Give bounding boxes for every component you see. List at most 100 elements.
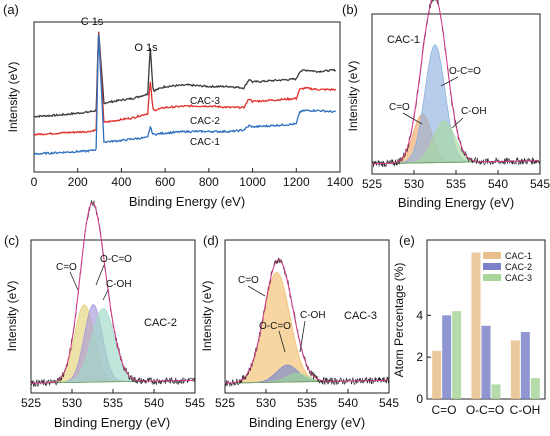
bar-cac-2-0 xyxy=(442,315,452,399)
panel-d-x-tick-label-1: 530 xyxy=(256,396,276,410)
panel-b-label: (b) xyxy=(342,2,358,17)
survey-line-cac-3 xyxy=(33,31,336,119)
panel-b-ylabel: Intensity (eV) xyxy=(346,61,360,132)
panel-c-arrow-oco xyxy=(95,264,105,286)
panel-c-x-tick-label-3: 540 xyxy=(144,396,164,410)
label-cac1-a: CAC-1 xyxy=(190,137,220,148)
bar-cac-1-1 xyxy=(471,252,481,399)
panel-e-bars xyxy=(432,252,540,399)
panel-c-xlabel: Binding Energy (eV) xyxy=(54,415,170,430)
panel-a-x-tick-label-3: 600 xyxy=(155,175,175,189)
survey-line-cac-2 xyxy=(33,32,337,137)
panel-d: 525 530 535 540 545 (d) Binding Energy (eV) … xyxy=(200,233,399,430)
legend-label-cac-3: CAC-3 xyxy=(505,273,532,283)
panel-b-x-tick-label-4: 545 xyxy=(530,177,550,191)
panel-c-envelope xyxy=(31,202,195,384)
bar-cac-2-1 xyxy=(481,325,491,399)
panel-b-peak-co-label: C=O xyxy=(389,102,410,113)
panel-c-ylabel: Intensity (eV) xyxy=(5,281,19,352)
panel-a: 0 200 400 600 800 1000 1200 1400 (a) Binding En… xyxy=(3,2,354,209)
panel-b-x-tick-label-1: 530 xyxy=(404,177,424,191)
panel-b-arrow-coh xyxy=(451,117,464,129)
panel-b-arrow-co xyxy=(402,112,423,125)
panel-c-peak-oco-label: O-C=O xyxy=(100,254,132,265)
panel-e-y-axis: 0 2 4 xyxy=(416,308,431,406)
panel-b-envelope xyxy=(372,0,540,165)
panel-a-x-tick-label-1: 200 xyxy=(68,175,88,189)
panel-d-arrow-co xyxy=(247,285,266,297)
panel-b-peak-coh-label: C-OH xyxy=(461,106,487,117)
panel-b-arrow-oco xyxy=(440,76,459,87)
panel-d-peak-coh-label: C-OH xyxy=(300,310,326,321)
bar-cac-1-0 xyxy=(432,350,442,399)
panel-d-arrow-coh xyxy=(299,320,306,353)
survey-line-cac-1 xyxy=(33,34,337,156)
panel-a-x-tick-label-7: 1400 xyxy=(327,175,354,189)
panel-d-peaks xyxy=(224,257,390,387)
panel-c-arrow-co xyxy=(69,271,79,291)
panel-b-x-ticks: 525 530 535 540 545 xyxy=(362,170,550,191)
bar-cac-3-0 xyxy=(452,311,462,399)
panel-b-sample-label: CAC-1 xyxy=(387,34,420,46)
panel-d-peak-oco-label: O-C=O xyxy=(259,321,291,332)
panel-e-y-tick-label-1: 2 xyxy=(416,350,423,364)
panel-c-peaks xyxy=(30,199,196,387)
panel-d-x-tick-label-4: 545 xyxy=(379,396,399,410)
o1s-annotation: O 1s xyxy=(134,42,158,54)
bar-cac-1-2 xyxy=(510,340,520,399)
panel-a-ylabel: Intensity (eV) xyxy=(6,62,20,133)
panel-d-x-ticks: 525 530 535 540 545 xyxy=(215,389,399,410)
panel-b: 525 530 535 540 545 (b) Binding Energy (eV) … xyxy=(342,0,550,210)
panel-a-x-tick-label-0: 0 xyxy=(31,175,38,189)
panel-d-x-tick-label-3: 540 xyxy=(338,396,358,410)
panel-d-arrow-oco xyxy=(278,330,286,353)
panel-a-xlabel: Binding Energy (eV) xyxy=(129,194,245,209)
panel-d-sample-label: CAC-3 xyxy=(344,310,377,322)
panel-c-x-tick-label-2: 535 xyxy=(103,396,123,410)
panel-c-x-tick-label-0: 525 xyxy=(21,396,41,410)
panel-a-lines xyxy=(33,31,337,156)
panel-e-category-oco: O-C=O xyxy=(466,403,504,417)
panel-c-arrow-coh xyxy=(102,289,109,301)
c1s-annotation: C 1s xyxy=(81,16,104,28)
panel-c-peak-coh-label: C-OH xyxy=(106,279,132,290)
bar-cac-3-1 xyxy=(491,384,501,399)
panel-c-label: (c) xyxy=(4,233,19,248)
panel-d-xlabel: Binding Energy (eV) xyxy=(249,415,365,430)
legend-swatch-cac-2 xyxy=(483,263,501,270)
panel-d-label: (d) xyxy=(203,233,219,248)
panel-c-x-tick-label-1: 530 xyxy=(62,396,82,410)
label-cac2-a: CAC-2 xyxy=(190,116,220,127)
legend-label-cac-1: CAC-1 xyxy=(505,251,532,261)
panel-a-frame xyxy=(33,21,341,173)
panel-c-x-ticks: 525 530 535 540 545 xyxy=(21,389,205,410)
panel-d-x-tick-label-2: 535 xyxy=(297,396,317,410)
panel-c-x-tick-label-4: 545 xyxy=(185,396,205,410)
panel-e-y-tick-label-2: 4 xyxy=(416,308,423,322)
bar-cac-3-2 xyxy=(530,378,540,399)
label-cac3-a: CAC-3 xyxy=(190,96,220,107)
panel-c-sample-label: CAC-2 xyxy=(144,317,177,329)
legend-swatch-cac-1 xyxy=(483,252,501,259)
legend-label-cac-2: CAC-2 xyxy=(505,262,532,272)
panel-c-peak-co-label: C=O xyxy=(56,262,77,273)
panel-b-x-tick-label-2: 535 xyxy=(446,177,466,191)
panel-a-x-tick-label-6: 1200 xyxy=(283,175,310,189)
panel-a-x-tick-label-2: 400 xyxy=(111,175,131,189)
panel-d-x-tick-label-0: 525 xyxy=(215,396,235,410)
panel-e-category-coh: C-OH xyxy=(510,403,541,417)
panel-a-x-tick-label-5: 1000 xyxy=(239,175,266,189)
panel-e-label: (e) xyxy=(399,233,415,248)
panel-b-x-tick-label-3: 540 xyxy=(488,177,508,191)
panel-a-x-ticks: 0 200 400 600 800 1000 1200 1400 xyxy=(31,168,354,189)
panel-b-x-tick-label-0: 525 xyxy=(362,177,382,191)
legend-swatch-cac-3 xyxy=(483,274,501,281)
panel-e-ylabel: Atom Percentage (%) xyxy=(392,263,406,378)
panel-d-envelope xyxy=(225,259,389,384)
panel-d-ylabel: Intensity (eV) xyxy=(200,281,214,352)
panel-a-x-tick-label-4: 800 xyxy=(199,175,219,189)
panel-b-xlabel: Binding Energy (eV) xyxy=(398,195,514,210)
